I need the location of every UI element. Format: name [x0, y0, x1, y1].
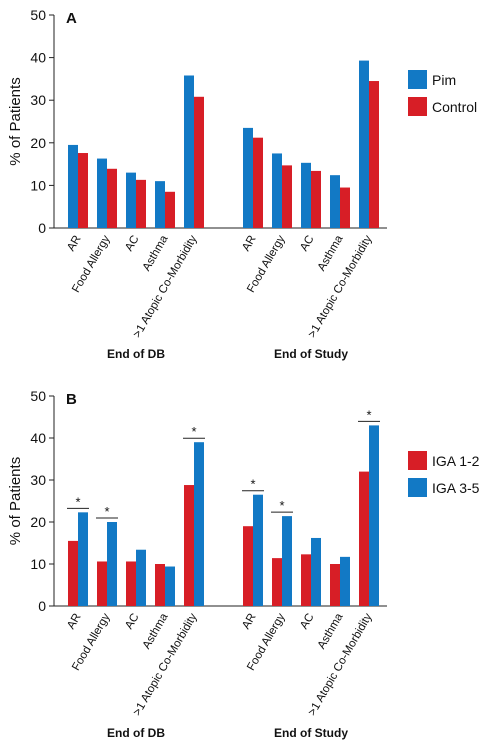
significance-star: * — [279, 498, 284, 513]
y-tick-label: 50 — [30, 388, 46, 404]
bar-pim — [272, 153, 282, 228]
x-category-label: Asthma — [141, 611, 171, 651]
bar-pim — [330, 175, 340, 228]
significance-star: * — [104, 504, 109, 519]
x-category-label: AC — [298, 612, 316, 632]
bar-iga-1-2 — [330, 564, 340, 606]
y-tick-label: 20 — [30, 135, 46, 151]
bar-control — [282, 165, 292, 228]
y-tick-label: 30 — [30, 92, 46, 108]
x-category-label: Asthma — [316, 611, 346, 651]
bar-control — [369, 81, 379, 228]
bar-pim — [126, 172, 136, 228]
x-category-label: Asthma — [141, 233, 171, 273]
legend-swatch — [408, 451, 427, 470]
y-tick-label: 0 — [38, 220, 46, 236]
bar-control — [253, 137, 263, 228]
group-label: End of Study — [274, 347, 348, 361]
bar-iga-1-2 — [272, 558, 282, 606]
panel-letter: A — [66, 10, 77, 27]
bar-iga-3-5 — [369, 425, 379, 606]
bar-control — [194, 96, 204, 229]
significance-star: * — [250, 477, 255, 492]
bar-pim — [243, 127, 253, 228]
x-category-label: >1 Atopic Co-Morbidity — [131, 233, 200, 340]
y-axis-label: % of Patients — [7, 77, 24, 165]
x-category-label: AR — [240, 234, 258, 254]
y-tick-label: 50 — [30, 7, 46, 23]
bar-iga-3-5 — [136, 549, 146, 606]
y-tick-label: 40 — [30, 430, 46, 446]
bar-pim — [68, 144, 78, 228]
x-category-label: Asthma — [316, 233, 346, 273]
legend-label: Control — [432, 99, 477, 115]
y-axis-label: % of Patients — [7, 457, 24, 545]
x-category-label: AR — [65, 612, 83, 632]
significance-star: * — [191, 424, 196, 439]
bar-iga-1-2 — [243, 526, 253, 606]
bar-control — [165, 191, 175, 228]
legend-label: IGA 1-2 — [432, 453, 480, 469]
bar-iga-3-5 — [311, 537, 321, 606]
bar-iga-3-5 — [340, 556, 350, 606]
bar-control — [311, 170, 321, 228]
bar-iga-3-5 — [194, 442, 204, 606]
panel-letter: B — [66, 391, 77, 408]
bar-control — [136, 179, 146, 228]
y-tick-label: 40 — [30, 50, 46, 66]
bar-pim — [359, 60, 369, 228]
x-category-label: AC — [123, 612, 141, 632]
significance-star: * — [75, 494, 80, 509]
y-tick-label: 20 — [30, 514, 46, 530]
bar-pim — [301, 162, 311, 228]
bar-control — [78, 153, 88, 228]
bar-iga-1-2 — [359, 471, 369, 606]
bar-iga-1-2 — [155, 564, 165, 606]
bar-iga-3-5 — [107, 522, 117, 606]
bar-iga-1-2 — [68, 540, 78, 606]
x-category-label: >1 Atopic Co-Morbidity — [131, 611, 200, 718]
legend-label: Pim — [432, 72, 456, 88]
bar-iga-3-5 — [282, 516, 292, 606]
legend-label: IGA 3-5 — [432, 480, 480, 496]
legend-swatch — [408, 478, 427, 497]
x-category-label: AR — [240, 612, 258, 632]
bar-pim — [184, 75, 194, 228]
bar-pim — [155, 181, 165, 228]
group-label: End of DB — [107, 347, 165, 361]
group-label: End of DB — [107, 726, 165, 740]
y-tick-label: 30 — [30, 472, 46, 488]
bar-control — [340, 187, 350, 228]
significance-star: * — [366, 407, 371, 422]
y-tick-label: 0 — [38, 598, 46, 614]
bar-iga-3-5 — [78, 512, 88, 606]
x-category-label: AC — [298, 234, 316, 254]
legend-swatch — [408, 97, 427, 116]
bar-iga-1-2 — [184, 485, 194, 606]
x-category-label: >1 Atopic Co-Morbidity — [306, 233, 375, 340]
x-category-label: >1 Atopic Co-Morbidity — [306, 611, 375, 718]
group-label: End of Study — [274, 726, 348, 740]
x-category-label: AR — [65, 234, 83, 254]
y-tick-label: 10 — [30, 177, 46, 193]
bar-iga-1-2 — [126, 561, 136, 606]
bar-iga-1-2 — [97, 561, 107, 606]
bar-iga-1-2 — [301, 554, 311, 606]
x-category-label: AC — [123, 234, 141, 254]
bar-control — [107, 168, 117, 228]
bar-iga-3-5 — [165, 566, 175, 606]
bar-iga-3-5 — [253, 494, 263, 606]
bar-pim — [97, 158, 107, 228]
y-tick-label: 10 — [30, 556, 46, 572]
legend-swatch — [408, 70, 427, 89]
